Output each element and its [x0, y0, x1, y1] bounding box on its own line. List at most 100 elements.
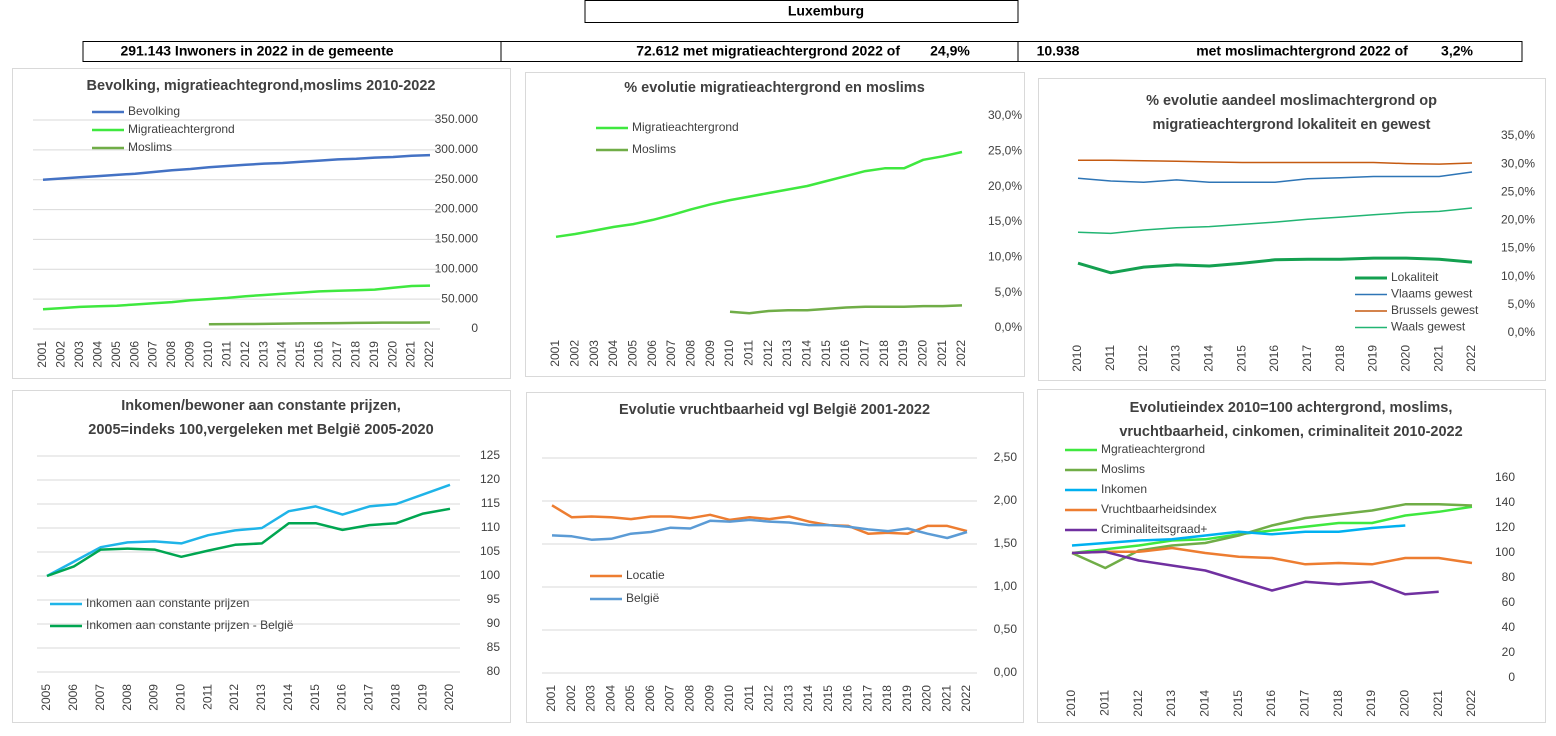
series-line — [1077, 207, 1473, 235]
x-tick-label: 2013 — [256, 341, 270, 368]
x-tick-label: 2007 — [664, 340, 678, 367]
y-tick-label: 80 — [1502, 570, 1516, 584]
x-tick-label: 2010 — [174, 684, 188, 711]
series-line — [1077, 171, 1473, 183]
x-tick-label: 2003 — [584, 685, 598, 712]
series-line — [46, 507, 451, 578]
y-tick-label: 85 — [487, 640, 501, 654]
y-tick-label: 15,0% — [1501, 241, 1535, 255]
chart-title: Evolutie vruchtbaarheid vgl België 2001-… — [619, 402, 930, 418]
legend-label: Migratieachtergrond — [128, 122, 235, 136]
x-tick-label: 2013 — [781, 685, 795, 712]
x-tick-label: 2010 — [201, 341, 215, 368]
x-tick-label: 2008 — [683, 685, 697, 712]
summary-box — [82, 41, 1523, 62]
legend-label: Waals gewest — [1391, 320, 1466, 334]
y-tick-label: 140 — [1495, 495, 1515, 509]
series-line — [1078, 159, 1473, 165]
x-tick-label: 2014 — [275, 341, 289, 368]
y-tick-label: 2,00 — [994, 493, 1018, 507]
series-line — [1071, 550, 1439, 596]
y-tick-label: 120 — [480, 472, 500, 486]
y-tick-label: 30,0% — [1501, 156, 1535, 170]
series-line — [555, 150, 963, 239]
y-tick-label: 20,0% — [988, 179, 1022, 193]
legend-label: Inkomen aan constante prijzen - België — [86, 618, 294, 632]
x-tick-label: 2015 — [821, 685, 835, 712]
x-tick-label: 2017 — [1298, 690, 1312, 717]
y-tick-label: 350.000 — [435, 112, 479, 126]
x-tick-label: 2014 — [281, 684, 295, 711]
x-tick-label: 2009 — [147, 684, 161, 711]
x-tick-label: 2005 — [626, 340, 640, 367]
x-tick-label: 2021 — [935, 340, 949, 367]
legend-label: Migratieachtergrond — [632, 120, 739, 134]
x-tick-label: 2013 — [254, 684, 268, 711]
y-tick-label: 5,0% — [1508, 297, 1536, 311]
y-tick-label: 0,0% — [995, 320, 1023, 334]
x-tick-label: 2011 — [1098, 690, 1112, 716]
x-tick-label: 2003 — [587, 340, 601, 367]
y-tick-label: 0,00 — [994, 665, 1018, 679]
x-tick-label: 2013 — [1164, 690, 1178, 717]
x-tick-label: 2018 — [880, 685, 894, 712]
legend-label: België — [626, 591, 660, 605]
x-tick-label: 2004 — [603, 685, 617, 712]
x-tick-label: 2011 — [742, 685, 756, 711]
x-tick-label: 2020 — [916, 340, 930, 367]
x-tick-label: 2012 — [1131, 690, 1145, 717]
chart-title: % evolutie aandeel moslimachtergrond op — [1146, 93, 1437, 109]
chart-panel — [525, 72, 1025, 377]
x-tick-label: 2011 — [219, 341, 233, 367]
y-tick-label: 20 — [1502, 645, 1516, 659]
y-tick-label: 150.000 — [435, 232, 479, 246]
chart-title: Inkomen/bewoner aan constante prijzen, — [121, 398, 401, 414]
y-tick-label: 120 — [1495, 520, 1515, 534]
x-tick-label: 2016 — [335, 684, 349, 711]
y-tick-label: 100.000 — [435, 261, 479, 275]
x-tick-label: 2014 — [801, 685, 815, 712]
y-tick-label: 0,50 — [994, 622, 1018, 636]
y-tick-label: 90 — [487, 616, 501, 630]
x-tick-label: 2019 — [415, 684, 429, 711]
x-tick-label: 2016 — [312, 341, 326, 368]
x-tick-label: 2018 — [348, 341, 362, 368]
x-tick-label: 2019 — [1364, 690, 1378, 717]
x-tick-label: 2019 — [1366, 345, 1380, 372]
chart-title: vruchtbaarheid, cinkomen, criminaliteit … — [1119, 424, 1462, 440]
x-tick-label: 2009 — [703, 340, 717, 367]
x-tick-label: 2017 — [362, 684, 376, 711]
y-tick-label: 15,0% — [988, 214, 1022, 228]
y-tick-label: 20,0% — [1501, 213, 1535, 227]
legend-label: Bevolking — [128, 104, 180, 118]
x-tick-label: 2020 — [385, 341, 399, 368]
y-tick-label: 25,0% — [1501, 184, 1535, 198]
page-title: Luxemburg — [788, 3, 864, 19]
x-tick-label: 2005 — [109, 341, 123, 368]
legend-label: Moslims — [632, 142, 676, 156]
x-tick-label: 2017 — [1300, 345, 1314, 372]
chart-title: migratieachtergrond lokaliteit en gewest — [1153, 117, 1431, 133]
x-tick-label: 2022 — [959, 685, 973, 712]
x-tick-label: 2010 — [722, 340, 736, 367]
y-tick-label: 10,0% — [988, 250, 1022, 264]
chart-title: % evolutie migratieachtergrond en moslim… — [624, 80, 925, 96]
y-tick-label: 5,0% — [995, 285, 1023, 299]
chart-title: Evolutieindex 2010=100 achtergrond, mosl… — [1130, 400, 1453, 416]
x-tick-label: 2022 — [1464, 690, 1478, 717]
x-tick-label: 2022 — [422, 341, 436, 368]
legend-label: Moslims — [128, 140, 172, 154]
y-tick-label: 125 — [480, 448, 500, 462]
y-tick-label: 40 — [1502, 620, 1516, 634]
summary-cell: 10.938 — [1037, 43, 1080, 59]
x-tick-label: 2005 — [39, 684, 53, 711]
x-tick-label: 2021 — [1431, 345, 1445, 372]
x-tick-label: 2018 — [877, 340, 891, 367]
x-tick-label: 2018 — [388, 684, 402, 711]
x-tick-label: 2012 — [227, 684, 241, 711]
y-tick-label: 300.000 — [435, 142, 479, 156]
x-tick-label: 2017 — [330, 341, 344, 368]
legend-label: Vlaams gewest — [1391, 287, 1473, 301]
y-tick-label: 80 — [487, 664, 501, 678]
